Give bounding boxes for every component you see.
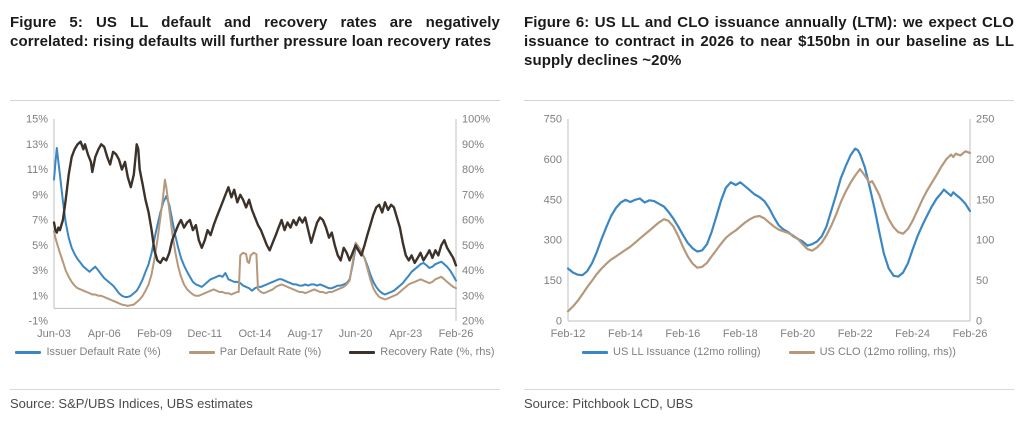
figure5-source: Source: S&P/UBS Indices, UBS estimates bbox=[10, 396, 253, 411]
figure6-panel: Figure 6: US LL and CLO issuance annuall… bbox=[524, 0, 1014, 421]
x-axis-tick-label: Feb-26 bbox=[953, 328, 988, 340]
right-axis-tick-label: 50 bbox=[976, 275, 988, 287]
figure5-legend: Issuer Default Rate (%) Par Default Rate… bbox=[10, 346, 500, 358]
recovery-rate-rhs-line bbox=[52, 140, 458, 267]
right-axis-tick-label: 250 bbox=[976, 114, 994, 126]
right-axis-tick-label: 70% bbox=[462, 189, 484, 201]
figure5-panel: Figure 5: US LL default and recovery rat… bbox=[10, 0, 500, 421]
legend-item-recovery-rate: Recovery Rate (%, rhs) bbox=[349, 346, 495, 358]
us-ll-issuance-12mo-rolling-line bbox=[566, 147, 972, 278]
right-axis-tick-label: 150 bbox=[976, 194, 994, 206]
issuer-default-rate-line bbox=[53, 147, 457, 298]
left-axis-tick-label: 15% bbox=[26, 114, 48, 126]
x-axis-tick-label: Feb-18 bbox=[723, 328, 758, 340]
left-axis-tick-label: 750 bbox=[544, 114, 562, 126]
figure6-title: Figure 6: US LL and CLO issuance annuall… bbox=[524, 14, 1014, 69]
figure5-source-divider bbox=[10, 389, 500, 390]
legend-item-us-ll-issuance: US LL Issuance (12mo rolling) bbox=[582, 346, 761, 358]
left-axis-tick-label: 450 bbox=[544, 194, 562, 206]
right-axis-tick-label: 50% bbox=[462, 240, 484, 252]
x-axis-tick-label: Feb-20 bbox=[780, 328, 815, 340]
par-default-rate-line bbox=[53, 178, 457, 307]
x-axis-tick-label: Feb-16 bbox=[665, 328, 700, 340]
figure5-title-divider bbox=[10, 100, 500, 101]
left-axis-tick-label: 7% bbox=[32, 215, 48, 227]
us-clo-12mo-rolling-rhs-line bbox=[566, 150, 972, 313]
left-axis-tick-label: 600 bbox=[544, 154, 562, 166]
legend-swatch-par-default-rate bbox=[188, 350, 215, 354]
figure6-chart: 750 600 450 300 150 0 250 200 150 100 50 0 Feb-12 Feb… bbox=[524, 106, 1014, 342]
x-axis-tick-label: Jun-20 bbox=[339, 328, 373, 340]
legend-label-recovery-rate: Recovery Rate (%, rhs) bbox=[380, 346, 495, 358]
right-axis-tick-label: 40% bbox=[462, 265, 484, 277]
chart-svg: 15% 13% 11% 9% 7% 5% 3% 1% -1% 100% 90% 80% 70% 60% 50… bbox=[26, 114, 490, 341]
right-axis-tick-label: 60% bbox=[462, 215, 484, 227]
legend-item-issuer-default-rate: Issuer Default Rate (%) bbox=[15, 346, 161, 358]
right-axis-tick-label: 90% bbox=[462, 139, 484, 151]
x-axis-tick-label: Feb-14 bbox=[608, 328, 643, 340]
legend-swatch-us-clo bbox=[788, 350, 815, 354]
legend-label-issuer-default-rate: Issuer Default Rate (%) bbox=[46, 346, 161, 358]
left-axis-tick-label: -1% bbox=[28, 316, 48, 328]
x-axis-tick-label: Apr-23 bbox=[389, 328, 422, 340]
left-axis-tick-label: 300 bbox=[544, 235, 562, 247]
left-axis-tick-label: 5% bbox=[32, 240, 48, 252]
x-axis-tick-label: Apr-06 bbox=[88, 328, 121, 340]
x-axis-tick-label: Feb-12 bbox=[551, 328, 586, 340]
left-axis-tick-label: 3% bbox=[32, 265, 48, 277]
right-axis-tick-label: 30% bbox=[462, 290, 484, 302]
figure6-source: Source: Pitchbook LCD, UBS bbox=[524, 396, 694, 411]
legend-label-us-clo: US CLO (12mo rolling, rhs)) bbox=[819, 346, 956, 358]
left-axis-tick-label: 0 bbox=[556, 316, 562, 328]
x-axis-tick-label: Oct-14 bbox=[238, 328, 271, 340]
figure5-title: Figure 5: US LL default and recovery rat… bbox=[10, 14, 500, 50]
right-axis-tick-label: 200 bbox=[976, 154, 994, 166]
right-axis-tick-label: 0 bbox=[976, 316, 982, 328]
right-axis-tick-label: 80% bbox=[462, 164, 484, 176]
x-axis-tick-label: Aug-17 bbox=[288, 328, 323, 340]
left-axis-tick-label: 1% bbox=[32, 290, 48, 302]
figure5-chart: 15% 13% 11% 9% 7% 5% 3% 1% -1% 100% 90% 80% 70% 60% 50… bbox=[10, 106, 500, 342]
x-axis-tick-label: Dec-11 bbox=[187, 328, 222, 340]
figure6-title-divider bbox=[524, 100, 1014, 101]
figure6-legend: US LL Issuance (12mo rolling) US CLO (12… bbox=[524, 346, 1014, 358]
legend-item-par-default-rate: Par Default Rate (%) bbox=[188, 346, 322, 358]
x-axis-tick-label: Feb-24 bbox=[895, 328, 930, 340]
left-axis-tick-label: 150 bbox=[544, 275, 562, 287]
figure6-source-divider bbox=[524, 389, 1014, 390]
x-axis-tick-label: Feb-09 bbox=[137, 328, 172, 340]
legend-swatch-us-ll-issuance bbox=[582, 350, 609, 354]
left-axis-tick-label: 9% bbox=[32, 189, 48, 201]
legend-item-us-clo: US CLO (12mo rolling, rhs)) bbox=[788, 346, 956, 358]
legend-swatch-issuer-default-rate bbox=[15, 350, 42, 354]
x-axis-tick-label: Feb-26 bbox=[439, 328, 474, 340]
legend-swatch-recovery-rate bbox=[349, 350, 376, 354]
left-axis-tick-label: 13% bbox=[26, 139, 48, 151]
right-axis-tick-label: 100% bbox=[462, 114, 490, 126]
legend-label-par-default-rate: Par Default Rate (%) bbox=[219, 346, 322, 358]
right-axis-tick-label: 100 bbox=[976, 235, 994, 247]
legend-label-us-ll-issuance: US LL Issuance (12mo rolling) bbox=[613, 346, 761, 358]
right-axis-tick-label: 20% bbox=[462, 316, 484, 328]
x-axis-tick-label: Jun-03 bbox=[37, 328, 71, 340]
x-axis-tick-label: Feb-22 bbox=[838, 328, 873, 340]
left-axis-tick-label: 11% bbox=[27, 164, 48, 176]
